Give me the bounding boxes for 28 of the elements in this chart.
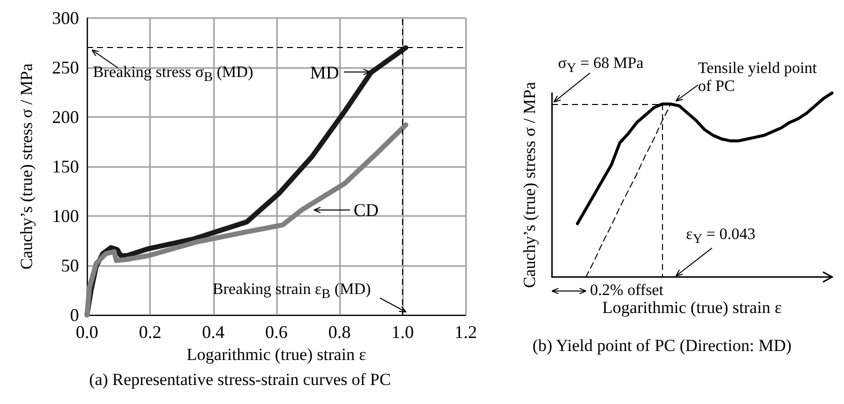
y-tick-label: 200 xyxy=(52,107,79,127)
annotation: ε$_{Y}$ = 0.043 xyxy=(686,226,756,248)
x-tick-label: 0.0 xyxy=(76,322,98,342)
y-axis-title: Cauchy’s (true) stress σ / MPa xyxy=(520,82,539,288)
y-tick-label: 100 xyxy=(52,206,79,226)
y-tick-label: 50 xyxy=(61,256,79,276)
x-tick-label: 0.6 xyxy=(265,322,288,342)
text: (b) Yield point of PC (Direction: MD) xyxy=(532,336,792,355)
x-tick-label: 0.2 xyxy=(138,322,162,342)
text: σ$_{Y}$ = 68 MPa xyxy=(558,55,644,78)
annotation: Tensile yield point of PC xyxy=(698,60,818,96)
x-tick-label: 1.0 xyxy=(391,322,414,342)
y-axis-title: Cauchy’s (true) stress σ / MPa xyxy=(17,63,36,270)
text: (a) Representative stress-strain curves of PC xyxy=(89,370,391,389)
x-axis-title: Logarithmic (true) strain ε xyxy=(602,298,782,317)
x-tick-label: 1.2 xyxy=(454,322,477,342)
annotation: Breaking stress σ$_{B}$ (MD) xyxy=(93,64,254,86)
y-tick-label: 300 xyxy=(52,8,79,28)
series-label: CD xyxy=(354,200,379,220)
y-tick-label: 150 xyxy=(52,156,79,176)
x-axis-title: Logarithmic (true) strain ε xyxy=(186,344,366,364)
x-tick-label: 0.4 xyxy=(202,322,224,342)
text: 0.2% offset xyxy=(590,282,664,300)
series-label: MD xyxy=(310,62,340,82)
y-tick-label: 250 xyxy=(52,58,79,78)
annotation: Breaking strain ε$_{B}$ (MD) xyxy=(212,281,371,304)
y-tick-label: 0 xyxy=(70,305,79,325)
x-tick-label: 0.8 xyxy=(328,322,351,342)
